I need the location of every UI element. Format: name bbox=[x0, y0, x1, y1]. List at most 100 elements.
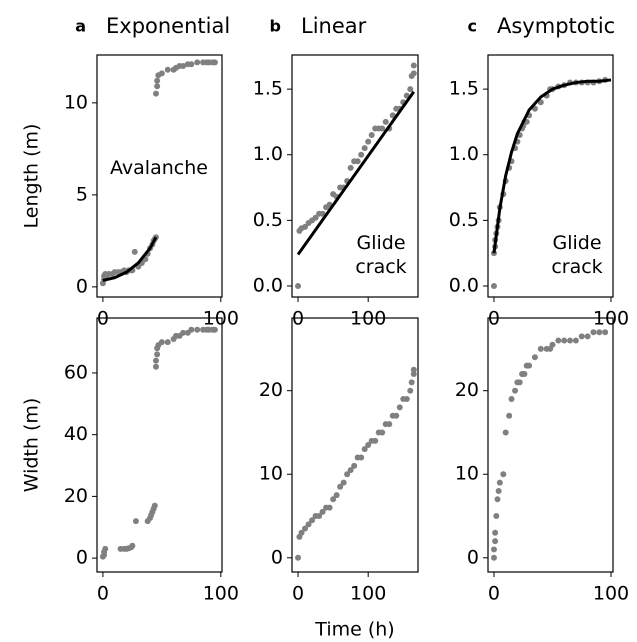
axes-frame bbox=[96, 54, 223, 298]
point bbox=[152, 363, 159, 370]
point bbox=[561, 337, 568, 344]
x-tick-label: 0 bbox=[97, 583, 109, 605]
point bbox=[302, 223, 309, 230]
point bbox=[358, 454, 365, 461]
point bbox=[602, 329, 609, 336]
point bbox=[164, 66, 171, 73]
point bbox=[361, 145, 368, 152]
y-tick-label: 20 bbox=[64, 485, 88, 507]
y-tick-label: 1.0 bbox=[253, 143, 283, 165]
y-tick-label: 0.5 bbox=[253, 209, 283, 231]
point bbox=[188, 326, 195, 333]
y-tick-label: 10 bbox=[64, 91, 88, 113]
point bbox=[407, 86, 414, 93]
y-tick-label: 0 bbox=[76, 275, 88, 297]
y-tick-label: 60 bbox=[64, 361, 88, 383]
point bbox=[132, 518, 139, 525]
point bbox=[495, 487, 502, 494]
y-tick-label: 1.0 bbox=[449, 143, 479, 165]
annotation: Glide crack bbox=[355, 232, 407, 278]
panel-label: a bbox=[75, 17, 86, 36]
point bbox=[211, 59, 218, 66]
y-tick-label: 0.5 bbox=[449, 209, 479, 231]
point bbox=[410, 62, 417, 69]
point bbox=[372, 437, 379, 444]
point bbox=[129, 542, 136, 549]
point bbox=[309, 517, 316, 524]
point bbox=[386, 421, 393, 428]
point bbox=[152, 357, 159, 364]
axes-frame bbox=[487, 317, 614, 573]
fit-line bbox=[492, 78, 612, 254]
y-tick-label: 40 bbox=[64, 423, 88, 445]
point bbox=[180, 329, 187, 336]
panel-label: b bbox=[270, 17, 281, 36]
point bbox=[354, 158, 361, 165]
point bbox=[194, 326, 201, 333]
point bbox=[521, 370, 528, 377]
y-axis-label: Width (m) bbox=[21, 398, 43, 493]
annotation: Avalanche bbox=[110, 157, 208, 179]
point bbox=[365, 138, 372, 145]
point bbox=[502, 429, 509, 436]
point bbox=[361, 446, 368, 453]
point bbox=[403, 396, 410, 403]
point bbox=[295, 282, 302, 289]
y-tick-label: 0.0 bbox=[253, 274, 283, 296]
point bbox=[158, 339, 165, 346]
y-tick-label: 0 bbox=[271, 546, 283, 568]
point bbox=[382, 118, 389, 125]
x-tick-label: 100 bbox=[593, 583, 629, 605]
point bbox=[508, 396, 515, 403]
point bbox=[326, 504, 333, 511]
y-tick-label: 5 bbox=[76, 183, 88, 205]
axes-frame bbox=[487, 54, 614, 298]
y-axis-label: Length (m) bbox=[21, 124, 43, 229]
point bbox=[158, 70, 165, 77]
point bbox=[537, 345, 544, 352]
point bbox=[410, 370, 417, 377]
point bbox=[298, 529, 305, 536]
point bbox=[188, 61, 195, 68]
x-tick-label: 0 bbox=[292, 583, 304, 605]
x-tick-label: 100 bbox=[350, 583, 386, 605]
point bbox=[531, 354, 538, 361]
point bbox=[347, 164, 354, 171]
y-tick-label: 1.5 bbox=[449, 78, 479, 100]
point bbox=[131, 248, 138, 255]
point bbox=[305, 521, 312, 528]
point bbox=[194, 59, 201, 66]
point bbox=[302, 525, 309, 532]
point bbox=[312, 214, 319, 221]
point bbox=[152, 90, 159, 97]
point bbox=[578, 333, 585, 340]
point bbox=[494, 496, 501, 503]
point bbox=[549, 341, 556, 348]
y-tick-label: 10 bbox=[455, 463, 479, 485]
y-tick-label: 20 bbox=[455, 379, 479, 401]
point bbox=[333, 492, 340, 499]
point bbox=[493, 513, 500, 520]
point bbox=[180, 63, 187, 70]
point bbox=[351, 462, 358, 469]
point bbox=[410, 70, 417, 77]
point bbox=[506, 412, 513, 419]
y-tick-label: 0 bbox=[467, 546, 479, 568]
panel-title: Linear bbox=[301, 14, 367, 38]
point bbox=[164, 339, 171, 346]
point bbox=[567, 337, 574, 344]
point bbox=[490, 282, 497, 289]
x-tick-label: 0 bbox=[488, 583, 500, 605]
point bbox=[584, 333, 591, 340]
axes-frame bbox=[96, 317, 223, 573]
point bbox=[396, 404, 403, 411]
point bbox=[340, 479, 347, 486]
point bbox=[154, 351, 161, 358]
point bbox=[337, 483, 344, 490]
point bbox=[490, 546, 497, 553]
point bbox=[407, 387, 414, 394]
point bbox=[572, 337, 579, 344]
point bbox=[596, 329, 603, 336]
